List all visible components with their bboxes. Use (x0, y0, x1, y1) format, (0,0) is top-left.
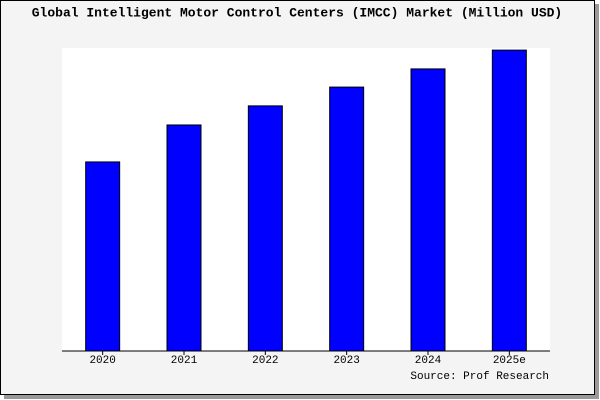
x-tick-label: 2021 (171, 355, 198, 367)
bar (410, 68, 446, 352)
frame-shadow (595, 4, 599, 399)
source-note: Source: Prof Research (410, 371, 549, 383)
x-tick-label: 2023 (333, 355, 359, 367)
bar (247, 105, 283, 352)
x-tick-label: 2025e (493, 355, 526, 367)
x-tick-label: 2022 (252, 355, 278, 367)
x-tick-label: 2024 (415, 355, 442, 367)
bar (85, 161, 121, 352)
x-tick-label: 2020 (89, 355, 115, 367)
bar (166, 124, 202, 352)
chart-title: Global Intelligent Motor Control Centers… (32, 5, 563, 20)
plot-area (62, 48, 550, 351)
bar (491, 49, 527, 352)
frame-shadow (4, 395, 599, 399)
bar (329, 86, 365, 352)
